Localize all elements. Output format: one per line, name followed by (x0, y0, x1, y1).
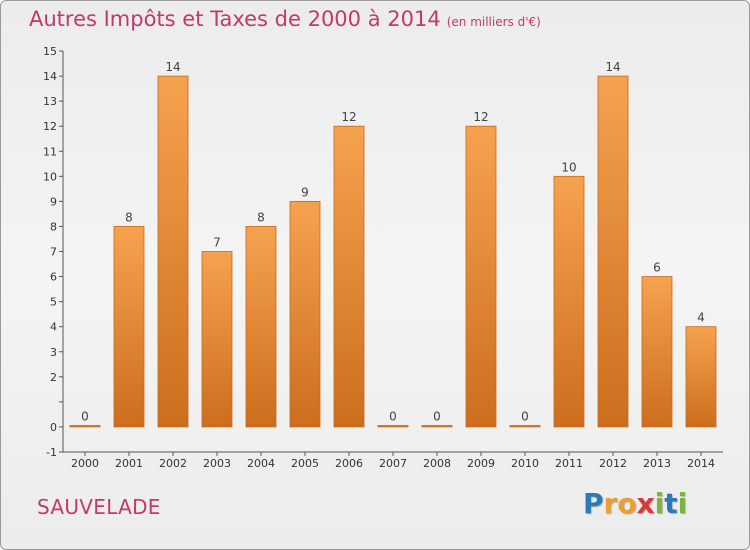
y-tick-label: 3 (50, 346, 57, 359)
bar (157, 75, 189, 428)
y-tick-label: 6 (50, 271, 57, 284)
bar (465, 125, 497, 428)
logo-letter: x (636, 487, 655, 520)
commune-name: SAUVELADE (37, 495, 161, 519)
logo-letter: r (603, 487, 618, 520)
value-label: 14 (165, 60, 180, 74)
bar (641, 276, 673, 428)
value-label: 0 (389, 409, 397, 423)
bar (69, 425, 101, 428)
bar (245, 226, 277, 428)
x-tick-label: 2012 (599, 457, 627, 470)
y-tick-label: 15 (43, 45, 57, 58)
y-tick-label: 13 (43, 95, 57, 108)
chart-title: Autres Impôts et Taxes de 2000 à 2014 (en… (29, 7, 541, 31)
logo-letter: P (583, 487, 604, 520)
y-tick-label: -1 (46, 446, 57, 459)
value-label: 0 (433, 409, 441, 423)
x-tick-label: 2011 (555, 457, 583, 470)
y-tick-label: 11 (43, 145, 57, 158)
bar (509, 425, 541, 428)
value-label: 6 (653, 261, 661, 275)
proxiti-logo: Proxiti (583, 487, 687, 520)
x-tick-label: 2000 (71, 457, 99, 470)
logo-letter: i (677, 487, 688, 520)
y-tick-label: 10 (43, 170, 57, 183)
x-tick-label: 2014 (687, 457, 715, 470)
bar (113, 226, 145, 428)
y-tick-label: 2 (50, 371, 57, 384)
value-label: 8 (125, 210, 133, 224)
value-label: 10 (561, 160, 576, 174)
y-tick-label: 5 (50, 296, 57, 309)
logo-letter: t (664, 487, 678, 520)
x-tick-label: 2013 (643, 457, 671, 470)
value-label: 7 (213, 236, 221, 250)
bar (201, 251, 233, 428)
y-tick-label: 14 (43, 70, 57, 83)
bar (377, 425, 409, 428)
bar (553, 175, 585, 428)
x-tick-label: 2006 (335, 457, 363, 470)
y-tick-label: 4 (50, 321, 57, 334)
chart-title-text: Autres Impôts et Taxes de 2000 à 2014 (29, 7, 441, 31)
x-tick-label: 2004 (247, 457, 275, 470)
x-tick-label: 2008 (423, 457, 451, 470)
bar (333, 125, 365, 428)
value-label: 0 (521, 409, 529, 423)
chart-unit: (en milliers d'€) (446, 15, 541, 29)
bar (289, 200, 321, 428)
y-tick-label: 0 (50, 421, 57, 434)
y-tick-label: 12 (43, 120, 57, 133)
value-label: 12 (473, 110, 488, 124)
x-tick-label: 2007 (379, 457, 407, 470)
x-tick-label: 2009 (467, 457, 495, 470)
y-tick-label: 8 (50, 220, 57, 233)
logo-letter: o (617, 487, 637, 520)
x-tick-label: 2002 (159, 457, 187, 470)
value-label: 4 (697, 311, 705, 325)
y-tick-label: 9 (50, 195, 57, 208)
bar (597, 75, 629, 428)
x-tick-label: 2010 (511, 457, 539, 470)
value-label: 14 (605, 60, 620, 74)
value-label: 0 (81, 409, 89, 423)
value-label: 8 (257, 210, 265, 224)
logo-letter: i (654, 487, 665, 520)
x-tick-label: 2003 (203, 457, 231, 470)
bar (421, 425, 453, 428)
value-label: 9 (301, 185, 309, 199)
x-tick-label: 2001 (115, 457, 143, 470)
y-tick-label: 7 (50, 246, 57, 259)
x-tick-label: 2005 (291, 457, 319, 470)
value-label: 12 (341, 110, 356, 124)
bar (685, 326, 717, 428)
